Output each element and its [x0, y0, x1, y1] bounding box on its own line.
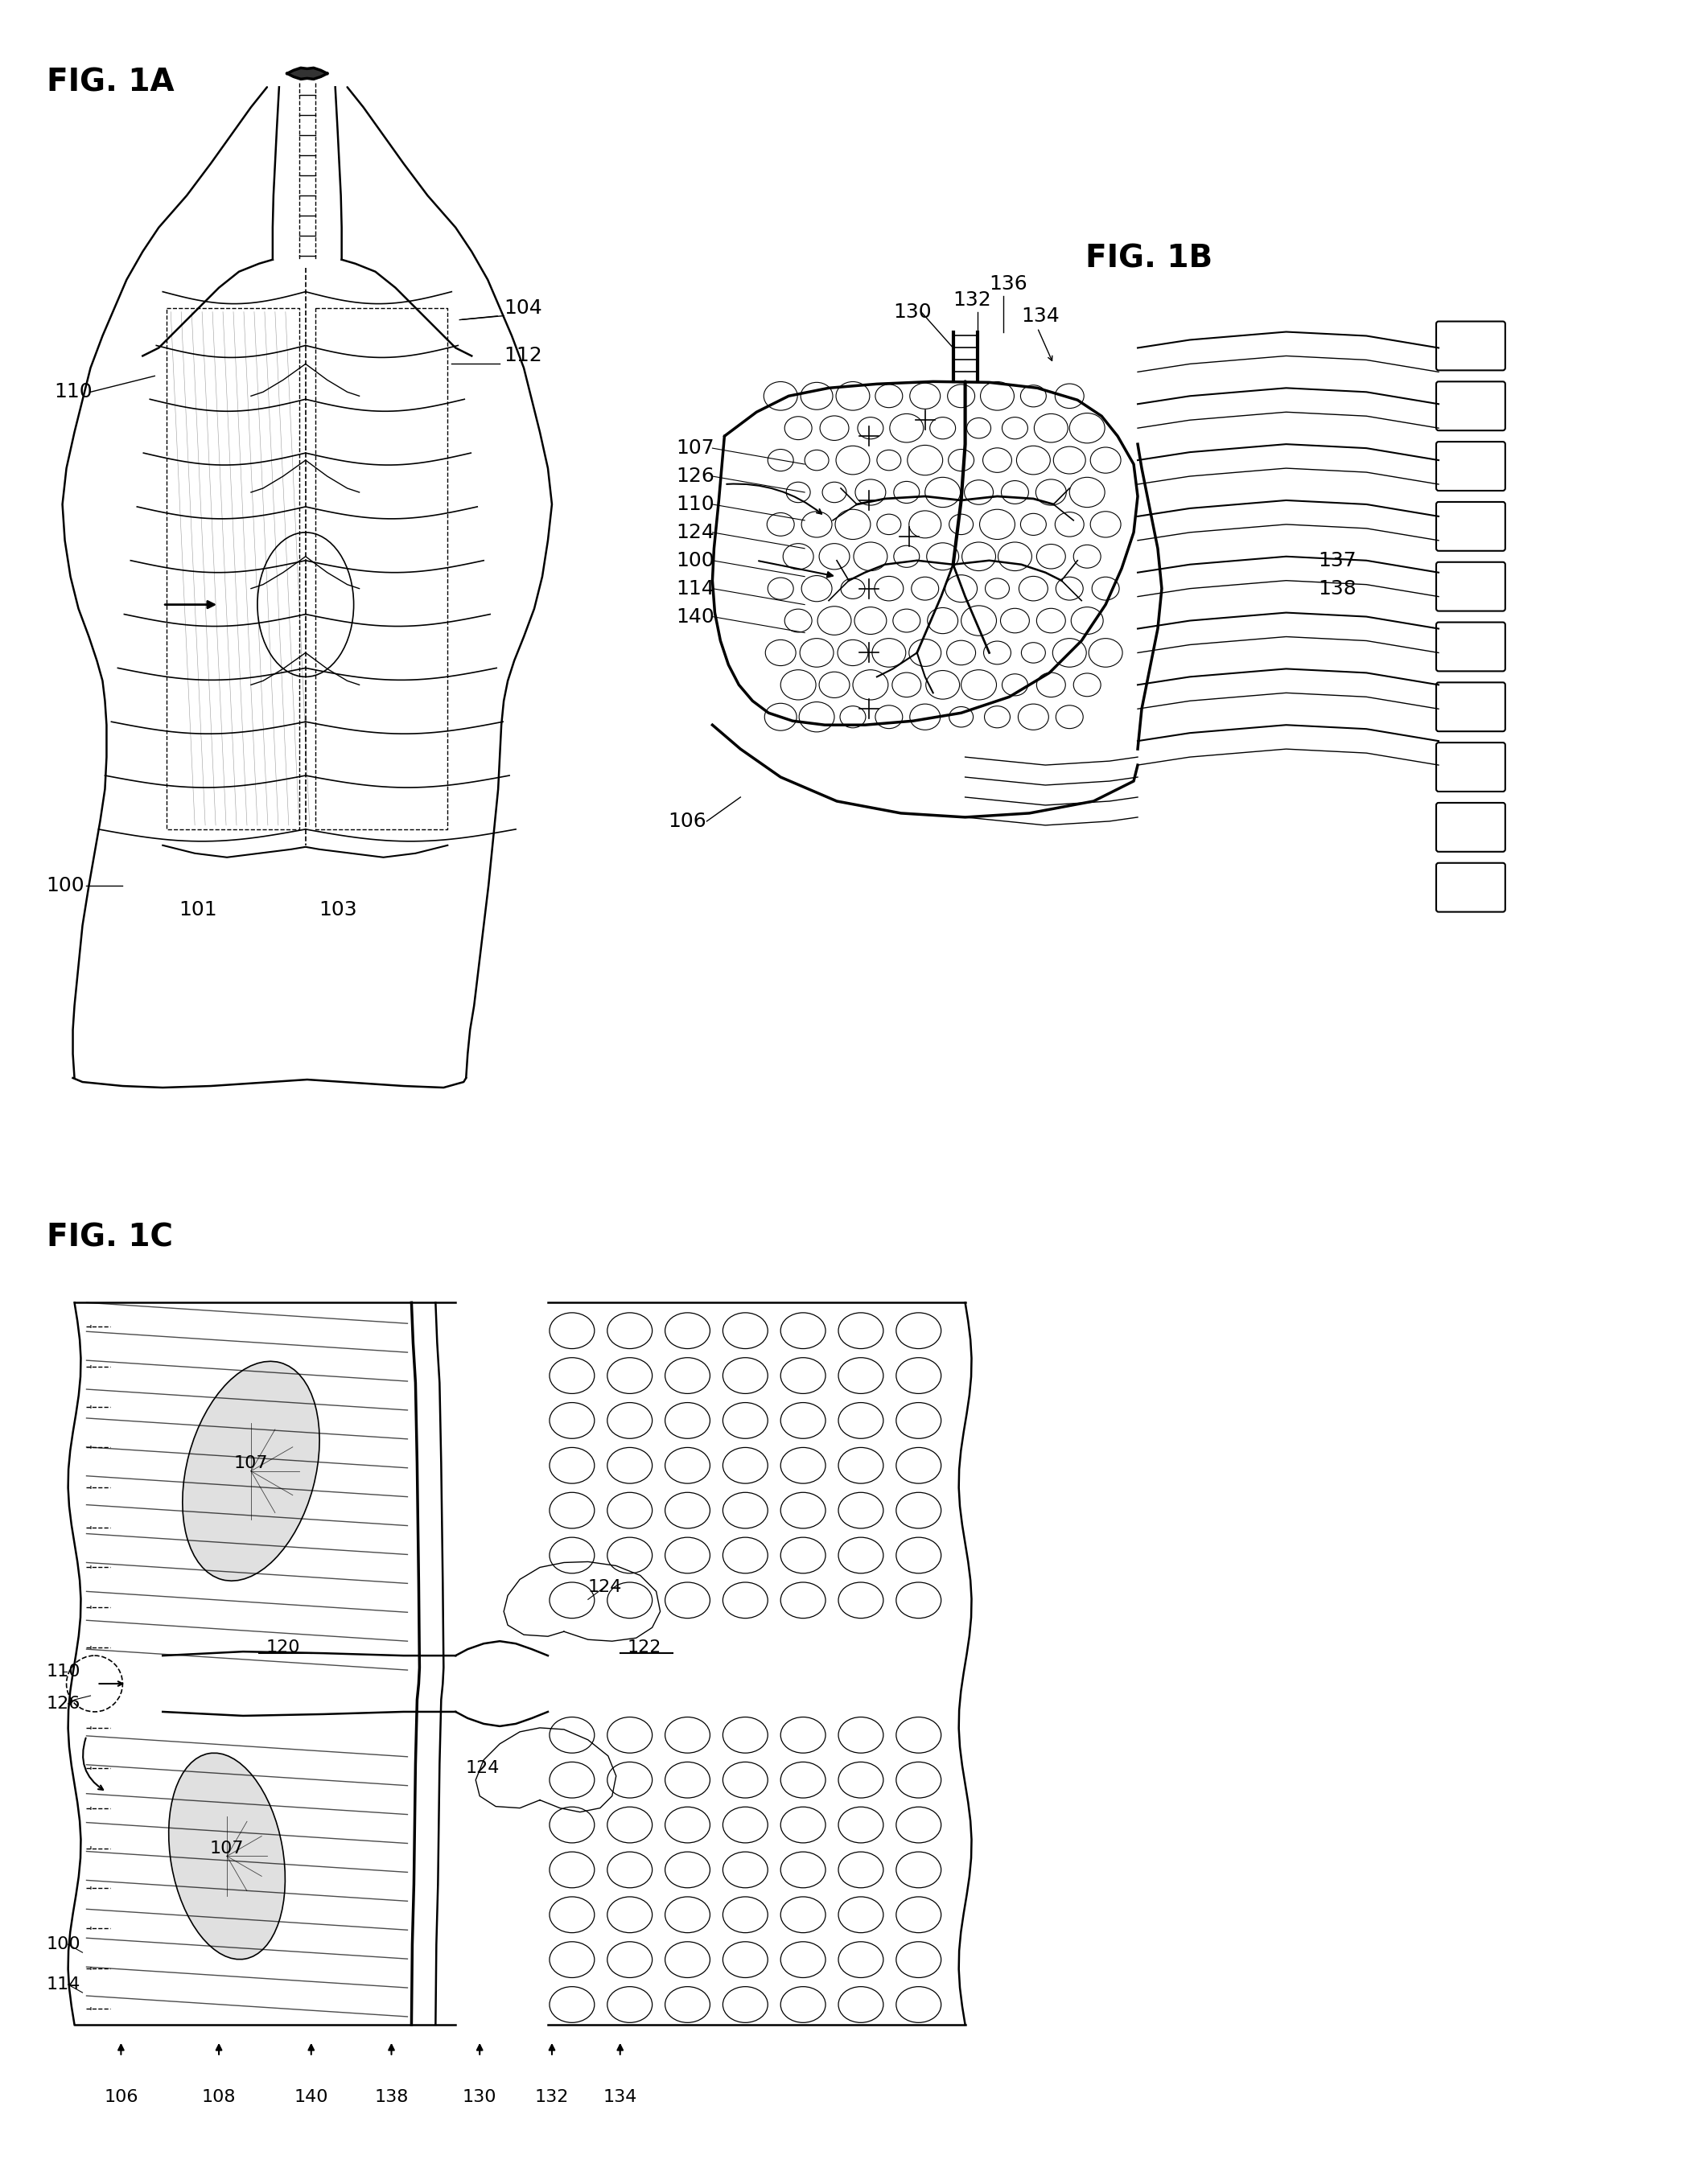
Text: 110: 110	[677, 494, 714, 513]
Text: ': '	[89, 2007, 93, 2018]
Text: 136: 136	[989, 273, 1028, 293]
Text: 100: 100	[46, 1937, 81, 1952]
Ellipse shape	[182, 1361, 319, 1581]
Text: 103: 103	[319, 900, 358, 919]
Text: 104: 104	[503, 297, 542, 317]
Text: ': '	[89, 1806, 93, 1817]
Text: 140: 140	[294, 2088, 327, 2105]
Text: 138: 138	[375, 2088, 408, 2105]
Text: 107: 107	[209, 1841, 245, 1856]
Text: 126: 126	[46, 1695, 81, 1712]
Text: 130: 130	[893, 301, 932, 321]
Text: 126: 126	[677, 467, 714, 485]
Text: 107: 107	[235, 1455, 268, 1472]
Text: ': '	[89, 1645, 93, 1655]
Text: 132: 132	[954, 290, 991, 310]
Text: 124: 124	[466, 1760, 500, 1776]
Text: 140: 140	[677, 607, 714, 627]
Text: ': '	[89, 1485, 93, 1496]
Text: ': '	[89, 1845, 93, 1856]
Text: 134: 134	[603, 2088, 636, 2105]
Ellipse shape	[169, 1754, 285, 1959]
Text: 107: 107	[677, 439, 714, 459]
Text: 114: 114	[677, 579, 714, 598]
Text: 112: 112	[503, 347, 542, 365]
Text: ': '	[89, 1566, 93, 1577]
Text: 110: 110	[54, 382, 93, 402]
Text: 110: 110	[46, 1664, 81, 1679]
Text: ': '	[89, 1324, 93, 1334]
Text: 132: 132	[535, 2088, 569, 2105]
Text: FIG. 1C: FIG. 1C	[46, 1223, 172, 1254]
Text: ': '	[89, 1725, 93, 1736]
Text: 137: 137	[1318, 550, 1357, 570]
Text: ': '	[89, 1926, 93, 1937]
Text: ': '	[89, 1524, 93, 1535]
Text: 120: 120	[267, 1640, 300, 1655]
Text: FIG. 1B: FIG. 1B	[1085, 245, 1212, 275]
Text: ': '	[89, 1605, 93, 1616]
Text: 134: 134	[1021, 306, 1060, 325]
Text: 122: 122	[628, 1640, 662, 1655]
Text: ': '	[89, 1765, 93, 1778]
Text: ': '	[89, 1444, 93, 1457]
Text: FIG. 1A: FIG. 1A	[46, 68, 174, 98]
Text: 101: 101	[179, 900, 218, 919]
Text: 124: 124	[677, 522, 714, 542]
Text: ': '	[89, 1404, 93, 1415]
Text: 138: 138	[1318, 579, 1357, 598]
Text: 100: 100	[46, 876, 84, 895]
Text: ': '	[89, 1966, 93, 1977]
Text: 114: 114	[46, 1977, 81, 1992]
Text: ': '	[89, 1885, 93, 1898]
Text: ': '	[89, 1365, 93, 1376]
Text: 106: 106	[668, 812, 707, 830]
Text: 108: 108	[203, 2088, 236, 2105]
Text: 106: 106	[105, 2088, 138, 2105]
Text: 130: 130	[463, 2088, 496, 2105]
Text: 124: 124	[587, 1579, 623, 1597]
Text: 100: 100	[677, 550, 714, 570]
